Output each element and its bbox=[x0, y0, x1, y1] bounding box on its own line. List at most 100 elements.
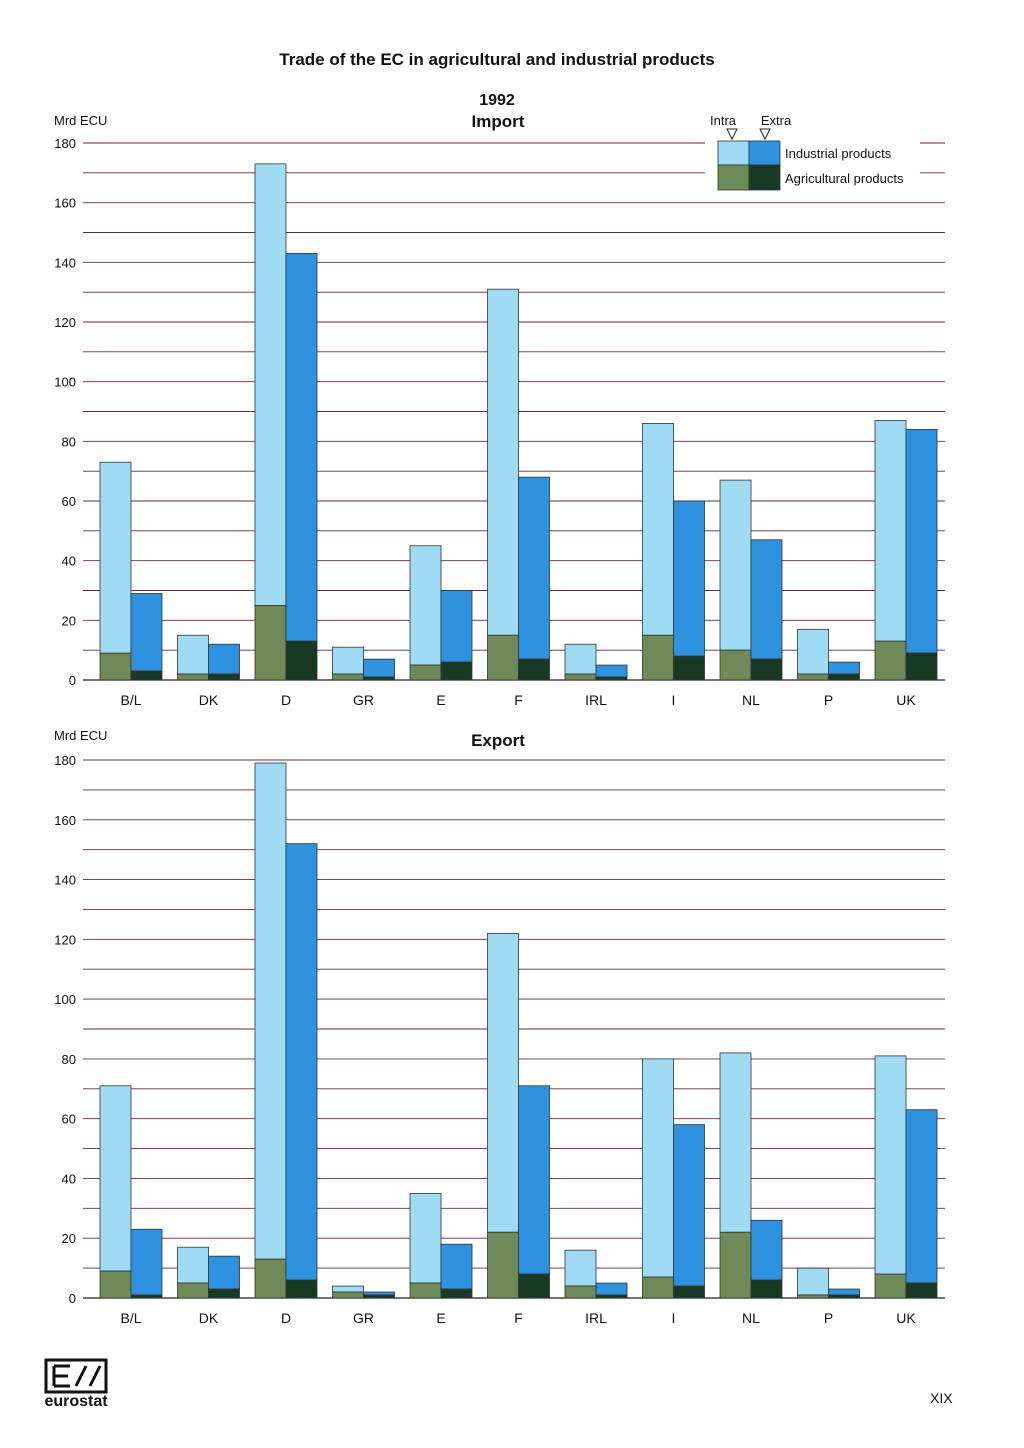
bar-extra-agricultural bbox=[750, 658, 783, 681]
bar-intra-agricultural bbox=[797, 1294, 829, 1299]
bar-extra-industrial bbox=[828, 661, 860, 675]
bar-intra-agricultural bbox=[642, 634, 674, 681]
bar-intra-agricultural bbox=[254, 1258, 287, 1299]
x-tick-label: I bbox=[672, 692, 676, 708]
bar-intra-industrial bbox=[874, 1055, 907, 1275]
bar-intra-agricultural bbox=[409, 1282, 442, 1299]
bar-intra-agricultural bbox=[332, 673, 364, 681]
chart-subtitle: Import bbox=[472, 112, 525, 131]
bar-intra-industrial bbox=[874, 420, 907, 642]
legend-swatch-intra-agricultural bbox=[717, 164, 750, 191]
x-tick-label: DK bbox=[199, 1310, 219, 1326]
y-tick-label: 120 bbox=[54, 315, 76, 330]
main-title: Trade of the EC in agricultural and indu… bbox=[279, 50, 715, 69]
bar-extra-agricultural bbox=[828, 1294, 860, 1299]
y-tick-label: 40 bbox=[62, 1171, 76, 1186]
bar-extra-agricultural bbox=[595, 1294, 628, 1299]
x-tick-label: B/L bbox=[120, 1310, 141, 1326]
y-tick-label: 60 bbox=[62, 1112, 76, 1127]
bar-intra-agricultural bbox=[99, 1270, 132, 1299]
bar-intra-agricultural bbox=[719, 649, 752, 681]
legend-swatch-extra-industrial bbox=[748, 140, 781, 166]
bar-intra-industrial bbox=[177, 1246, 209, 1284]
extra-arrow-icon bbox=[759, 128, 771, 141]
bar-extra-agricultural bbox=[130, 670, 163, 681]
bar-intra-industrial bbox=[719, 1052, 752, 1233]
bar-extra-industrial bbox=[130, 1228, 163, 1296]
bar-intra-agricultural bbox=[564, 673, 597, 681]
x-tick-label: DK bbox=[199, 692, 219, 708]
x-tick-label: B/L bbox=[120, 692, 141, 708]
eurostat-logo-icon bbox=[44, 1358, 108, 1394]
bar-intra-agricultural bbox=[487, 634, 519, 681]
chart-year: 1992 bbox=[479, 92, 515, 109]
bar-extra-industrial bbox=[440, 1243, 473, 1290]
x-tick-label: UK bbox=[896, 692, 916, 708]
bar-extra-industrial bbox=[518, 1085, 550, 1275]
bar-intra-agricultural bbox=[409, 664, 442, 681]
x-tick-label: NL bbox=[742, 1310, 760, 1326]
bar-intra-industrial bbox=[332, 1285, 364, 1293]
bar-intra-industrial bbox=[332, 646, 364, 675]
x-tick-label: F bbox=[514, 1310, 523, 1326]
bar-extra-agricultural bbox=[595, 676, 628, 681]
bar-extra-industrial bbox=[518, 476, 550, 660]
y-axis-label: Mrd ECU bbox=[54, 728, 107, 743]
legend-intra-label: Intra bbox=[710, 113, 737, 128]
logo-text: eurostat bbox=[44, 1393, 108, 1410]
bar-intra-industrial bbox=[642, 423, 674, 636]
bar-intra-industrial bbox=[487, 288, 519, 636]
bar-extra-industrial bbox=[208, 1255, 240, 1290]
bar-intra-agricultural bbox=[99, 652, 132, 681]
x-tick-label: P bbox=[824, 1310, 833, 1326]
bar-intra-industrial bbox=[564, 643, 597, 675]
bar-extra-agricultural bbox=[440, 661, 473, 681]
y-tick-label: 180 bbox=[54, 136, 76, 151]
bar-extra-industrial bbox=[905, 1109, 938, 1284]
y-tick-label: 20 bbox=[62, 1231, 76, 1246]
x-tick-label: NL bbox=[742, 692, 760, 708]
bar-extra-industrial bbox=[595, 664, 628, 678]
legend-swatch-extra-agricultural bbox=[748, 164, 781, 191]
chart-subtitle: Export bbox=[471, 731, 525, 750]
y-axis-label: Mrd ECU bbox=[54, 113, 107, 128]
bar-extra-industrial bbox=[130, 593, 163, 672]
bar-extra-industrial bbox=[440, 590, 473, 663]
x-tick-label: IRL bbox=[585, 1310, 607, 1326]
import-chart: 0 20 40 60 80 100 120 140 160 180 Mrd ECU 1992 Impor… bbox=[54, 92, 945, 708]
x-tick-label: I bbox=[672, 1310, 676, 1326]
y-tick-label: 40 bbox=[62, 554, 76, 569]
page-number: XIX bbox=[930, 1390, 953, 1406]
y-tick-label: 0 bbox=[69, 673, 76, 688]
y-tick-label: 140 bbox=[54, 255, 76, 270]
bar-intra-agricultural bbox=[874, 1273, 907, 1299]
bar-extra-agricultural bbox=[208, 1288, 240, 1299]
y-tick-label: 120 bbox=[54, 932, 76, 947]
bar-extra-industrial bbox=[828, 1288, 860, 1296]
bar-extra-industrial bbox=[208, 643, 240, 675]
bar-extra-agricultural bbox=[285, 1279, 318, 1299]
intra-arrow-icon bbox=[726, 128, 738, 141]
y-tick-label: 180 bbox=[54, 753, 76, 768]
bar-extra-agricultural bbox=[440, 1288, 473, 1299]
bar-intra-agricultural bbox=[254, 605, 287, 681]
bar-intra-agricultural bbox=[487, 1231, 519, 1299]
bar-intra-industrial bbox=[642, 1058, 674, 1278]
y-tick-label: 60 bbox=[62, 494, 76, 509]
bar-extra-agricultural bbox=[285, 640, 318, 681]
bar-extra-agricultural bbox=[750, 1279, 783, 1299]
bar-intra-industrial bbox=[254, 762, 287, 1260]
bar-intra-industrial bbox=[409, 1192, 442, 1284]
y-tick-label: 0 bbox=[69, 1291, 76, 1306]
eurostat-logo: eurostat bbox=[44, 1358, 108, 1410]
legend-extra-label: Extra bbox=[761, 113, 792, 128]
x-tick-label: D bbox=[281, 1310, 291, 1326]
bar-extra-industrial bbox=[363, 1291, 395, 1296]
x-tick-label: P bbox=[824, 692, 833, 708]
legend-agricultural-label: Agricultural products bbox=[785, 171, 904, 186]
y-tick-label: 20 bbox=[62, 613, 76, 628]
bar-extra-agricultural bbox=[518, 1273, 550, 1299]
bar-extra-industrial bbox=[673, 1124, 705, 1287]
bar-intra-industrial bbox=[797, 628, 829, 675]
bar-intra-industrial bbox=[797, 1267, 829, 1296]
